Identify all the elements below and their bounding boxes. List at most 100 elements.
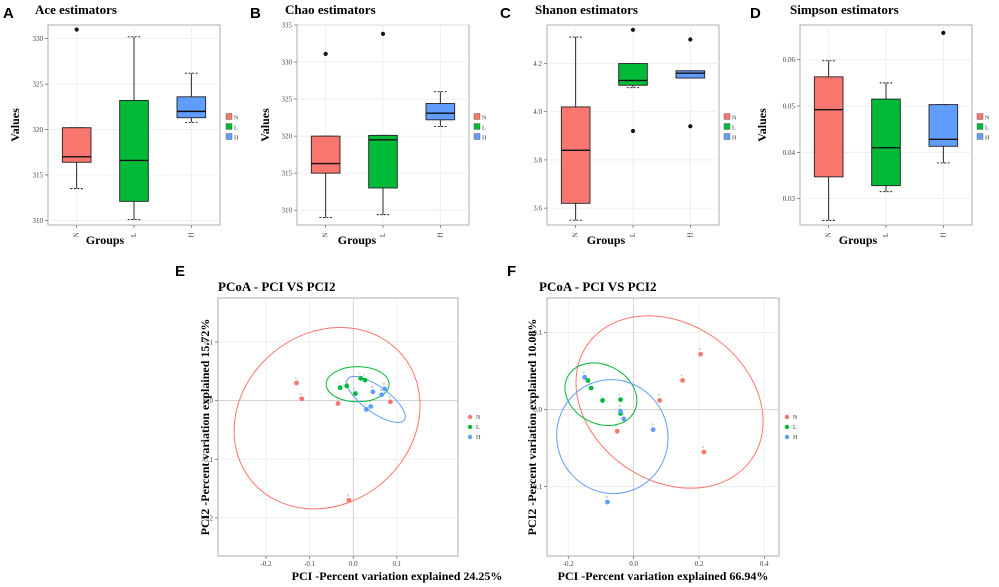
scatter-point-label: H: [383, 382, 386, 386]
scatter-point-label: L: [359, 371, 361, 375]
scatter-point-H: [363, 407, 369, 412]
scatter-point-L: [358, 375, 364, 381]
scatter-point-L: [588, 385, 594, 391]
x-tick-label: H: [187, 232, 195, 237]
A-legend-label-L: L: [234, 125, 238, 131]
panel-letter: E: [175, 263, 185, 280]
B-legend-label-N: N: [482, 115, 487, 121]
box-N: [560, 106, 591, 204]
E-legend-label-H: H: [476, 435, 481, 441]
outlier-point: [688, 124, 693, 129]
A-legend-key-N: [225, 113, 233, 120]
scatter-point-L: [600, 398, 605, 403]
y-axis-title: Values: [8, 108, 22, 142]
y-axis-title: Values: [755, 108, 769, 142]
x-axis-title: Groups: [86, 233, 125, 247]
panel-letter: A: [3, 5, 14, 22]
E-legend-key-H: [467, 434, 473, 440]
D-legend-label-N: N: [985, 115, 990, 121]
scatter-point-label: N: [681, 373, 684, 377]
scatter-point-label: N: [347, 493, 350, 497]
y-tick-label: 3.6: [533, 205, 542, 213]
ellipse-L: [564, 362, 638, 427]
scatter-point-N: [335, 401, 341, 406]
F-legend-label-H: H: [793, 435, 798, 441]
scatter-point-H: [368, 404, 374, 409]
scatter-point-label: H: [622, 412, 625, 416]
panel-title: PCoA - PCI VS PCI2: [218, 279, 336, 294]
y-tick-label: 325: [282, 96, 293, 104]
scatter-point-H: [618, 408, 623, 414]
C-legend-key-L: [723, 123, 731, 130]
E-legend-label-N: N: [476, 415, 481, 421]
x-axis-title: PCI -Percent variation explained 24.25%: [292, 569, 503, 583]
panel-title: Simpson estimators: [790, 2, 899, 17]
B-legend-key-H: [473, 133, 481, 140]
panel-title: Chao estimators: [285, 2, 376, 17]
scatter-point-label: H: [619, 404, 622, 408]
scatter-point-label: L: [345, 379, 347, 383]
x-tick-label: H: [939, 232, 947, 237]
A-legend-label-N: N: [234, 115, 239, 121]
scatter-point-L: [362, 377, 368, 383]
box-H: [176, 96, 207, 119]
D-legend-key-N: [976, 113, 984, 120]
box-L: [618, 63, 648, 86]
scatter-point-H: [582, 374, 587, 380]
x-axis-title: Groups: [338, 233, 377, 247]
scatter-point-label: H: [371, 385, 374, 389]
y-tick-label: 310: [282, 207, 293, 215]
x-tick-label: H: [686, 232, 694, 237]
y-tick-label: 320: [33, 126, 44, 134]
scatter-point-label: H: [651, 423, 654, 427]
scatter-point-label: N: [702, 445, 705, 449]
y-tick-label: 0.1: [533, 329, 542, 337]
x-tick-label: 0.0: [629, 560, 638, 568]
outlier-point: [630, 27, 636, 32]
B-legend-key-L: [473, 123, 481, 130]
E-legend-label-L: L: [476, 425, 480, 431]
y-tick-label: 0.1: [204, 338, 213, 346]
scatter-point-label: L: [589, 381, 591, 385]
y-tick-label: 0.0: [533, 406, 542, 414]
box-L: [368, 134, 398, 189]
scatter-point-label: N: [300, 392, 303, 396]
D-legend-label-L: L: [985, 125, 989, 131]
scatter-point-label: H: [605, 495, 608, 499]
box-H: [425, 103, 456, 121]
outlier-point: [630, 128, 636, 134]
x-tick-label: 0.2: [695, 560, 704, 568]
box-N: [813, 76, 844, 178]
E-legend-key-L: [467, 424, 473, 430]
outlier-point: [74, 27, 79, 32]
scatter-point-label: L: [619, 393, 621, 397]
y-tick-label: 0.04: [783, 149, 796, 157]
panel-letter: C: [500, 5, 511, 22]
scatter-point-N: [701, 449, 707, 455]
scatter-point-label: L: [586, 373, 588, 377]
D-legend-label-H: H: [985, 135, 990, 141]
scatter-point-label: H: [369, 399, 372, 403]
x-tick-label: L: [379, 233, 387, 237]
scatter-point-label: N: [615, 424, 618, 428]
panel-E: E PCoA - PCI VS PCI2 -0.2 -0.1 0.0 0.1 -0.2 -0.…: [175, 263, 502, 583]
scatter-point-N: [299, 396, 305, 402]
outlier-point: [688, 37, 693, 42]
F-panel-background: [546, 297, 780, 557]
y-tick-label: 315: [33, 172, 44, 180]
panel-title: Ace estimators: [35, 2, 117, 17]
x-tick-label: -0.2: [563, 560, 575, 568]
y-axis-title: PCI2 -Percent variation explained 10.08%: [525, 319, 539, 536]
ellipse-L: [325, 366, 390, 403]
y-tick-label: -0.1: [531, 483, 543, 491]
y-tick-label: 320: [282, 133, 293, 141]
scatter-point-L: [353, 391, 358, 396]
ellipse-N: [233, 327, 421, 510]
scatter-point-label: L: [601, 393, 603, 397]
x-tick-label: 0.0: [349, 560, 358, 568]
scatter-point-label: L: [619, 407, 621, 411]
scatter-point-N: [698, 351, 703, 357]
scatter-point-label: N: [699, 347, 702, 351]
C-legend-key-N: [723, 113, 731, 120]
